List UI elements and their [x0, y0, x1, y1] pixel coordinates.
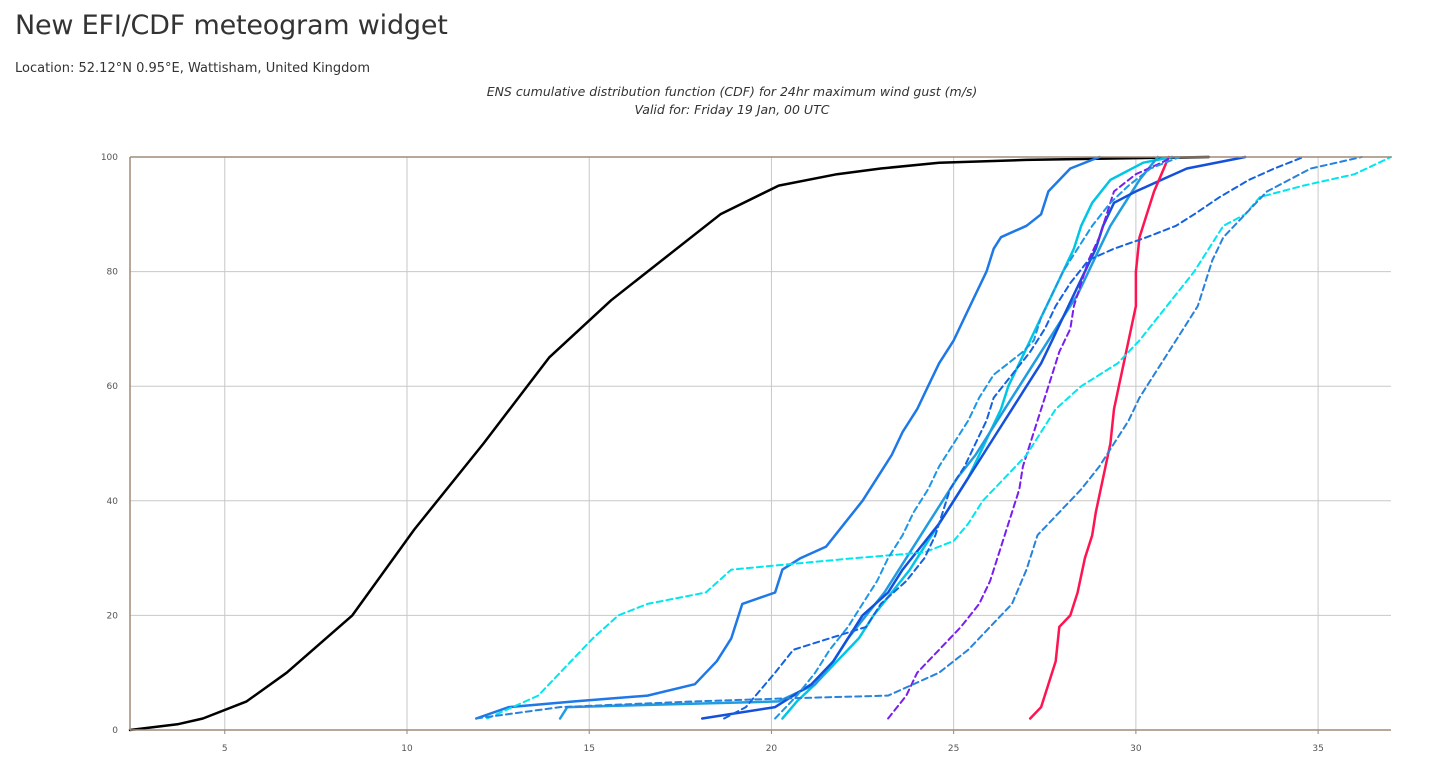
cdf-series-line-9 — [774, 156, 1181, 720]
x-tick-label: 10 — [401, 744, 413, 754]
x-tick-label: 5 — [222, 744, 228, 754]
cdf-series-line-1 — [128, 155, 1211, 732]
x-tick-label: 30 — [1130, 744, 1142, 754]
x-tick-label: 35 — [1312, 744, 1323, 754]
chart-subtitle: Valid for: Friday 19 Jan, 00 UTC — [634, 102, 830, 117]
location-label: Location: 52.12°N 0.95°E, Wattisham, Uni… — [15, 61, 371, 76]
chart-axes: 5 10 15 20 25 30 35 0 20 40 60 80 100 — [101, 153, 1391, 754]
page-title: New EFI/CDF meteogram widget — [15, 10, 448, 41]
cdf-series-line-5 — [700, 155, 1247, 720]
y-tick-label: 100 — [101, 153, 118, 163]
cdf-series-line-6 — [1028, 155, 1170, 720]
x-tick-label: 20 — [766, 744, 778, 754]
cdf-series-line-10 — [723, 156, 1305, 720]
cdf-series-line-7 — [887, 156, 1174, 720]
y-tick-label: 20 — [107, 611, 119, 621]
cdf-series-line-2 — [474, 155, 1101, 720]
x-tick-label: 25 — [948, 744, 959, 754]
cdf-series-line-3 — [781, 155, 1174, 720]
y-tick-label: 60 — [107, 382, 119, 392]
cdf-series-line-8 — [486, 156, 1392, 720]
cdf-series-line-4 — [558, 155, 1160, 720]
chart-lines — [128, 155, 1392, 732]
y-tick-label: 40 — [107, 497, 119, 507]
y-tick-label: 80 — [107, 268, 119, 278]
y-tick-label: 0 — [112, 726, 118, 736]
chart-title: ENS cumulative distribution function (CD… — [486, 84, 978, 99]
cdf-series-line-11 — [475, 156, 1363, 720]
x-tick-label: 15 — [583, 744, 594, 754]
